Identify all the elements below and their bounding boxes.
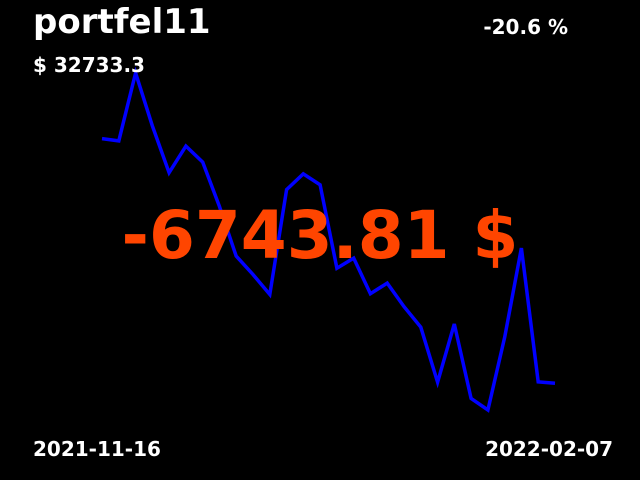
portfolio-value: $ 32733.3 <box>33 53 145 77</box>
portfolio-name: portfel11 <box>33 2 211 42</box>
change-percent: -20.6 % <box>483 15 568 39</box>
date-start: 2021-11-16 <box>33 437 161 461</box>
change-amount: -6743.81 $ <box>121 197 519 274</box>
date-end: 2022-02-07 <box>485 437 613 461</box>
portfolio-value-line <box>101 66 556 413</box>
